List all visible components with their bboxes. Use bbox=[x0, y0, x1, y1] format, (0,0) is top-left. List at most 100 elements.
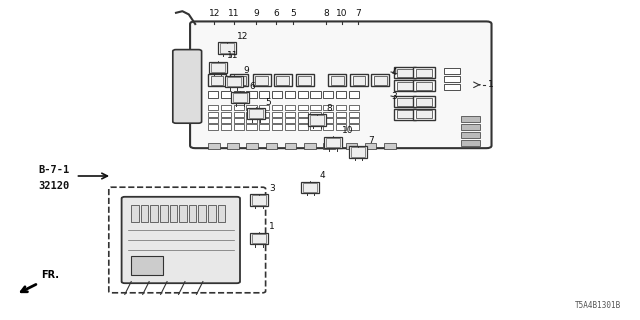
Bar bbox=[259, 91, 269, 98]
Bar bbox=[351, 147, 365, 157]
Bar bbox=[310, 116, 324, 124]
Text: 3: 3 bbox=[269, 184, 275, 193]
Bar bbox=[349, 124, 359, 130]
Bar bbox=[304, 143, 316, 149]
Bar bbox=[259, 124, 269, 130]
Text: 12: 12 bbox=[209, 9, 220, 18]
Bar bbox=[413, 67, 435, 78]
Bar bbox=[285, 143, 296, 149]
Bar bbox=[208, 112, 218, 117]
Text: 10: 10 bbox=[336, 9, 348, 18]
Text: 9: 9 bbox=[253, 9, 259, 18]
Bar bbox=[272, 118, 282, 123]
Bar bbox=[310, 91, 321, 98]
Bar bbox=[255, 76, 268, 85]
Text: 10: 10 bbox=[342, 126, 354, 135]
Bar bbox=[272, 91, 282, 98]
Text: 12: 12 bbox=[237, 32, 248, 41]
Bar bbox=[394, 67, 416, 78]
Bar bbox=[349, 91, 359, 98]
Bar bbox=[211, 76, 223, 85]
FancyBboxPatch shape bbox=[122, 197, 240, 283]
Bar bbox=[221, 118, 231, 123]
Bar bbox=[131, 205, 139, 222]
Bar bbox=[323, 143, 335, 149]
Bar bbox=[227, 143, 239, 149]
Bar bbox=[461, 124, 480, 130]
Bar bbox=[349, 147, 367, 158]
Bar bbox=[208, 124, 218, 130]
Text: B-7-1: B-7-1 bbox=[39, 164, 70, 175]
Text: 8: 8 bbox=[326, 104, 332, 113]
Bar bbox=[461, 140, 480, 146]
Bar bbox=[371, 74, 389, 86]
Bar bbox=[141, 205, 148, 222]
Bar bbox=[298, 112, 308, 117]
Bar bbox=[298, 124, 308, 130]
Bar bbox=[301, 182, 319, 193]
Bar bbox=[247, 108, 265, 119]
Bar bbox=[444, 76, 460, 82]
Text: 1: 1 bbox=[269, 222, 275, 231]
Bar bbox=[336, 124, 346, 130]
Bar bbox=[246, 124, 257, 130]
Bar bbox=[374, 76, 387, 85]
Bar bbox=[328, 74, 346, 86]
Bar bbox=[221, 91, 231, 98]
Text: 11: 11 bbox=[228, 9, 239, 18]
Bar bbox=[246, 143, 258, 149]
Bar bbox=[349, 105, 359, 110]
Bar bbox=[303, 182, 317, 192]
Text: 5: 5 bbox=[291, 9, 296, 18]
Bar bbox=[416, 82, 432, 90]
Bar bbox=[234, 118, 244, 123]
Bar bbox=[285, 112, 295, 117]
Bar bbox=[252, 234, 266, 243]
Bar bbox=[198, 205, 206, 222]
Bar bbox=[308, 114, 326, 126]
Bar bbox=[353, 76, 365, 85]
Text: 32120: 32120 bbox=[39, 180, 70, 191]
Text: 7: 7 bbox=[368, 136, 374, 145]
Bar bbox=[310, 124, 321, 130]
Bar bbox=[323, 112, 333, 117]
Bar bbox=[250, 195, 268, 206]
Bar bbox=[324, 137, 342, 148]
Text: 4: 4 bbox=[320, 171, 326, 180]
Bar bbox=[208, 91, 218, 98]
Bar bbox=[272, 124, 282, 130]
Bar bbox=[323, 91, 333, 98]
Bar bbox=[246, 112, 257, 117]
Bar bbox=[208, 205, 216, 222]
Bar bbox=[413, 109, 435, 120]
Bar bbox=[233, 76, 246, 85]
Bar bbox=[259, 118, 269, 123]
Bar bbox=[221, 105, 231, 110]
Bar bbox=[253, 74, 271, 86]
Bar bbox=[179, 205, 187, 222]
Bar bbox=[336, 112, 346, 117]
Bar bbox=[218, 43, 236, 53]
Bar bbox=[413, 80, 435, 91]
Bar bbox=[233, 93, 247, 102]
Bar bbox=[274, 74, 292, 86]
Text: 5: 5 bbox=[266, 98, 271, 107]
Bar bbox=[208, 105, 218, 110]
Bar bbox=[298, 91, 308, 98]
Bar bbox=[221, 124, 231, 130]
Bar bbox=[384, 143, 396, 149]
Bar bbox=[461, 132, 480, 138]
Bar bbox=[285, 105, 295, 110]
Text: 3: 3 bbox=[392, 92, 397, 100]
Text: 11: 11 bbox=[227, 51, 239, 60]
Bar bbox=[285, 118, 295, 123]
Text: 4: 4 bbox=[392, 68, 397, 76]
Bar bbox=[416, 98, 432, 106]
Bar bbox=[323, 124, 333, 130]
Bar bbox=[231, 92, 249, 103]
Bar bbox=[208, 143, 220, 149]
Bar bbox=[394, 80, 416, 91]
Bar bbox=[413, 96, 435, 107]
Text: 8: 8 bbox=[323, 9, 328, 18]
Text: 6: 6 bbox=[274, 9, 279, 18]
